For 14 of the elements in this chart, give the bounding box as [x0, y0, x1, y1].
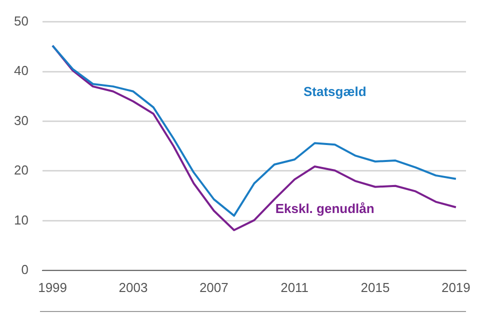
x-tick-label: 2007: [199, 280, 228, 295]
y-tick-label: 30: [14, 112, 28, 128]
x-tick-label: 2015: [360, 280, 390, 295]
y-tick-label: 10: [14, 212, 28, 228]
x-tick-label: 2011: [280, 280, 309, 295]
text: Statsgæld: [303, 84, 366, 100]
y-tick-label: 40: [14, 63, 28, 78]
y-tick-label: 20: [14, 162, 28, 178]
x-tick-label: 2019: [441, 280, 470, 295]
series-label: Ekskl. genudlån: [275, 200, 374, 216]
x-tick-label: 2003: [118, 280, 148, 295]
y-tick-label: 50: [14, 13, 28, 28]
y-tick-label: 0: [21, 262, 28, 277]
x-tick-label: 1999: [38, 280, 68, 295]
